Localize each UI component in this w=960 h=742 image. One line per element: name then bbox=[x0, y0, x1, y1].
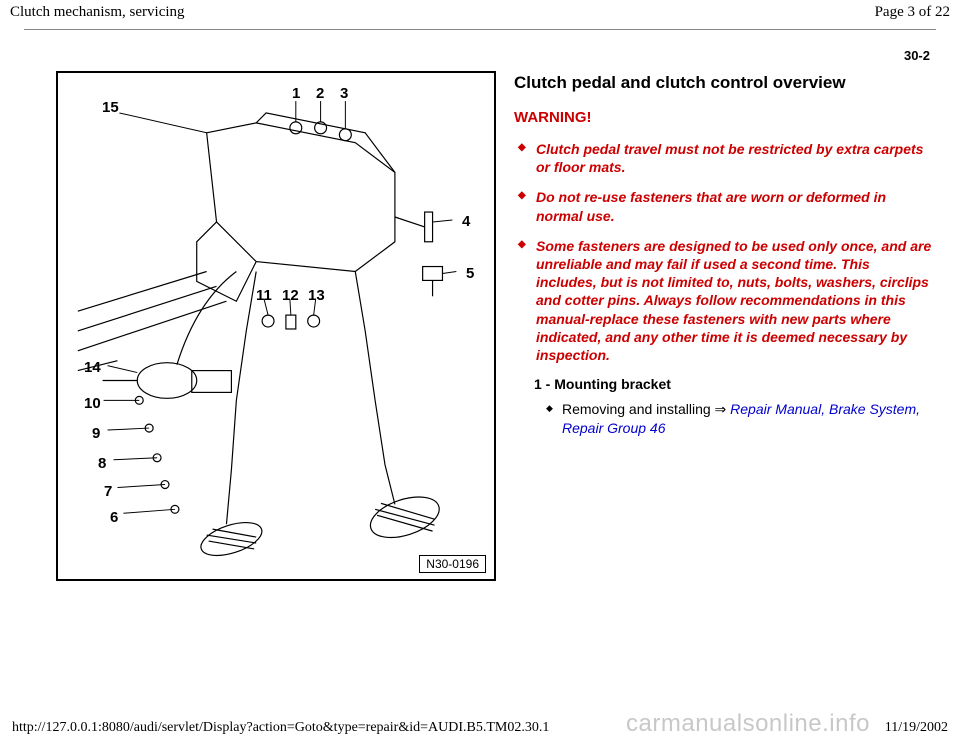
footer-url: http://127.0.0.1:8080/audi/servlet/Displ… bbox=[12, 720, 549, 736]
callout-8: 8 bbox=[98, 455, 106, 472]
warning-item: Some fasteners are designed to be used o… bbox=[514, 237, 932, 364]
subitem-prefix: Removing and installing bbox=[562, 401, 715, 417]
section-title: Clutch pedal and clutch control overview bbox=[514, 73, 932, 93]
callout-1: 1 bbox=[292, 85, 300, 102]
warning-list: Clutch pedal travel must not be restrict… bbox=[514, 140, 932, 364]
arrow-icon: ⇒ bbox=[715, 400, 727, 419]
callout-10: 10 bbox=[84, 395, 101, 412]
callout-2: 2 bbox=[316, 85, 324, 102]
callout-12: 12 bbox=[282, 287, 299, 304]
callout-9: 9 bbox=[92, 425, 100, 442]
page-footer: http://127.0.0.1:8080/audi/servlet/Displ… bbox=[0, 720, 960, 736]
callout-3: 3 bbox=[340, 85, 348, 102]
callout-14: 14 bbox=[84, 359, 101, 376]
doc-title: Clutch mechanism, servicing bbox=[10, 4, 185, 21]
part-1-sublist: Removing and installing ⇒ Repair Manual,… bbox=[546, 400, 932, 438]
text-column: Clutch pedal and clutch control overview… bbox=[514, 71, 942, 581]
part-1-subitem: Removing and installing ⇒ Repair Manual,… bbox=[546, 400, 932, 438]
callout-4: 4 bbox=[462, 213, 470, 230]
section-number: 30-2 bbox=[0, 30, 960, 63]
part-1-label: 1 - Mounting bracket bbox=[534, 376, 932, 392]
diagram-svg bbox=[58, 73, 494, 579]
figure-id: N30-0196 bbox=[419, 555, 486, 573]
page-number: Page 3 of 22 bbox=[875, 4, 950, 21]
callout-13: 13 bbox=[308, 287, 325, 304]
callout-7: 7 bbox=[104, 483, 112, 500]
callout-5: 5 bbox=[466, 265, 474, 282]
warning-heading: WARNING! bbox=[514, 109, 932, 126]
figure-box: 15 1 2 3 4 5 11 12 13 14 10 9 8 7 6 N30-… bbox=[56, 71, 496, 581]
footer-date: 11/19/2002 bbox=[885, 720, 948, 736]
callout-6: 6 bbox=[110, 509, 118, 526]
warning-item: Clutch pedal travel must not be restrict… bbox=[514, 140, 932, 176]
callout-15: 15 bbox=[102, 99, 119, 116]
content-area: 15 1 2 3 4 5 11 12 13 14 10 9 8 7 6 N30-… bbox=[0, 63, 960, 581]
page-header: Clutch mechanism, servicing Page 3 of 22 bbox=[0, 0, 960, 23]
warning-item: Do not re-use fasteners that are worn or… bbox=[514, 188, 932, 224]
callout-11: 11 bbox=[256, 287, 272, 304]
